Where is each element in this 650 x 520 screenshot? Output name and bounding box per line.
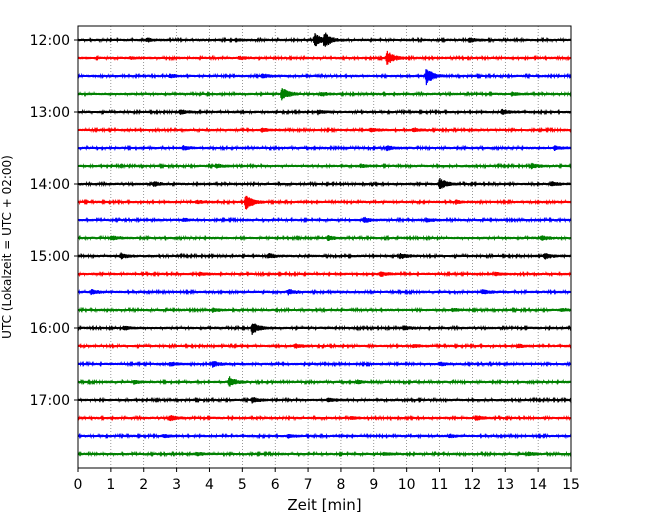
- x-tick-label: 5: [238, 477, 247, 493]
- y-axis-ticks: 12:00 13:00 14:00 15:00 16:00 17:00: [30, 33, 78, 409]
- y-tick-label: 17:00: [30, 393, 70, 409]
- plot-frame: [77, 25, 572, 469]
- seismic-trace: [77, 323, 572, 335]
- seismic-trace: [77, 195, 572, 210]
- x-tick-label: 14: [529, 477, 547, 493]
- helicorder-traces: [77, 32, 572, 458]
- x-tick-label: 6: [271, 477, 280, 493]
- x-tick-label: 10: [398, 477, 416, 493]
- seismic-trace: [77, 288, 572, 296]
- x-tick-label: 12: [463, 477, 481, 493]
- seismic-trace: [77, 342, 572, 350]
- seismic-trace: [77, 270, 572, 278]
- seismic-trace: [77, 216, 572, 224]
- x-tick-label: 9: [369, 477, 378, 493]
- y-tick-label: 16:00: [30, 321, 70, 337]
- y-axis-label: UTC (Lokalzeit = UTC + 02:00): [0, 155, 14, 339]
- x-tick-label: 11: [431, 477, 449, 493]
- x-axis-ticks: 0 1 2 3 4 5 6 7 8 9 10 11 12 13 14 15: [74, 468, 580, 493]
- seismic-trace: [77, 32, 572, 47]
- x-tick-label: 2: [139, 477, 148, 493]
- seismic-trace: [77, 88, 572, 101]
- seismic-trace: [77, 306, 572, 314]
- seismic-trace: [77, 108, 572, 116]
- y-tick-label: 12:00: [30, 33, 70, 49]
- y-tick-label: 15:00: [30, 249, 70, 265]
- x-tick-label: 4: [205, 477, 214, 493]
- y-tick-label: 14:00: [30, 177, 70, 193]
- x-tick-label: 13: [496, 477, 514, 493]
- x-tick-label: 7: [304, 477, 313, 493]
- y-tick-label: 13:00: [30, 105, 70, 121]
- x-tick-label: 0: [74, 477, 83, 493]
- x-tick-label: 1: [106, 477, 115, 493]
- x-tick-label: 3: [172, 477, 181, 493]
- x-tick-label: 15: [562, 477, 580, 493]
- x-tick-label: 8: [336, 477, 345, 493]
- x-axis-label: Zeit [min]: [287, 496, 361, 514]
- seismic-trace: [77, 69, 572, 86]
